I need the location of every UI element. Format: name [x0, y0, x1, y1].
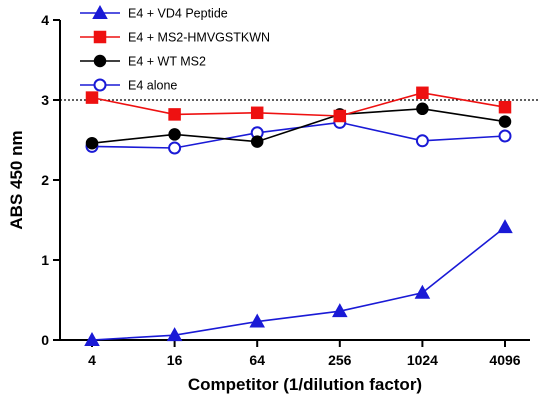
legend-marker: [92, 4, 108, 19]
x-axis-title: Competitor (1/dilution factor): [188, 375, 422, 394]
x-tick-label: 256: [328, 352, 352, 368]
data-point: [250, 135, 264, 148]
series-line: [91, 107, 506, 144]
series-line: [91, 91, 506, 117]
legend-item: E4 + MS2-HMVGSTKWN: [80, 31, 270, 45]
legend: E4 + VD4 Peptide E4 + MS2-HMVGSTKWN E4 + W…: [80, 4, 270, 93]
data-point: [415, 134, 429, 148]
legend-label: E4 + VD4 Peptide: [128, 7, 228, 21]
legend-label: E4 + MS2-HMVGSTKWN: [128, 31, 270, 45]
data-point: [498, 115, 512, 128]
legend-label: E4 alone: [128, 79, 177, 93]
legend-label: E4 + WT MS2: [128, 55, 206, 69]
y-tick-label: 4: [41, 12, 49, 28]
series-1: [85, 86, 512, 123]
x-tick-label: 4096: [489, 352, 520, 368]
data-point: [168, 128, 181, 141]
data-point: [416, 86, 429, 100]
legend-item: E4 + VD4 Peptide: [80, 4, 228, 21]
data-point: [250, 106, 264, 120]
y-tick-label: 3: [41, 92, 49, 108]
data-point: [416, 102, 429, 116]
data-point: [84, 331, 100, 346]
data-point: [168, 141, 182, 155]
data-point: [333, 109, 347, 123]
series-0: [84, 219, 513, 346]
legend-marker: [93, 54, 107, 68]
series-line: [91, 121, 506, 149]
data-point: [85, 91, 99, 104]
x-tick-label: 16: [167, 352, 183, 368]
y-axis-title: ABS 450 nm: [7, 130, 26, 229]
legend-marker: [93, 30, 107, 44]
y-tick-label: 1: [41, 252, 49, 268]
series-layer: [84, 86, 513, 346]
data-point: [497, 219, 513, 234]
series-2: [85, 102, 512, 150]
x-tick-label: 1024: [407, 352, 438, 368]
series-line: [91, 226, 506, 341]
data-point: [85, 136, 99, 150]
data-point: [498, 100, 512, 114]
data-point: [166, 327, 183, 342]
legend-item: E4 alone: [80, 78, 177, 93]
data-point: [249, 313, 265, 328]
data-point: [168, 108, 181, 121]
x-tick-label: 4: [88, 352, 96, 368]
y-ticks: 0 1 2 3 4: [41, 12, 60, 348]
y-tick-label: 0: [41, 332, 49, 348]
legend-marker: [93, 78, 107, 92]
series-3: [85, 115, 512, 155]
data-point: [498, 129, 512, 143]
data-point: [414, 284, 431, 299]
x-ticks: 4 16 64 256 1024 4096: [88, 340, 521, 368]
y-tick-label: 2: [41, 172, 49, 188]
data-point: [332, 303, 348, 318]
x-tick-label: 64: [249, 352, 265, 368]
legend-item: E4 + WT MS2: [80, 55, 206, 69]
